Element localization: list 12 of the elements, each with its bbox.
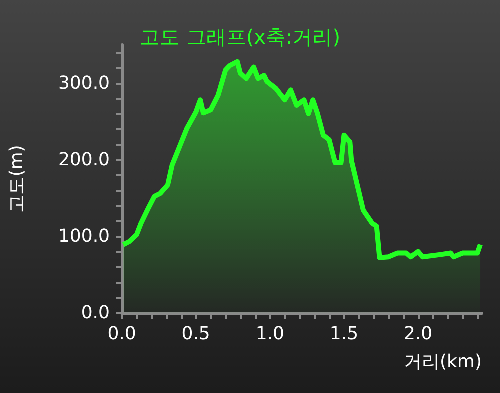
x-tick-label: 1.5: [330, 324, 359, 344]
x-tick-label: 0.5: [182, 324, 210, 344]
y-axis-title: 고도(m): [6, 145, 28, 213]
y-tick-label: 200.0: [58, 149, 110, 170]
y-tick-label: 300.0: [58, 72, 110, 94]
x-axis-title: 거리(km): [404, 352, 482, 372]
x-tick-label: 1.0: [256, 324, 284, 344]
y-tick-label: 0.0: [81, 302, 110, 324]
x-tick-label: 0.0: [108, 324, 136, 344]
chart-title: 고도 그래프(x축:거리): [140, 25, 341, 49]
y-tick-label: 100.0: [58, 226, 110, 247]
x-tick-label: 2.0: [404, 324, 433, 344]
